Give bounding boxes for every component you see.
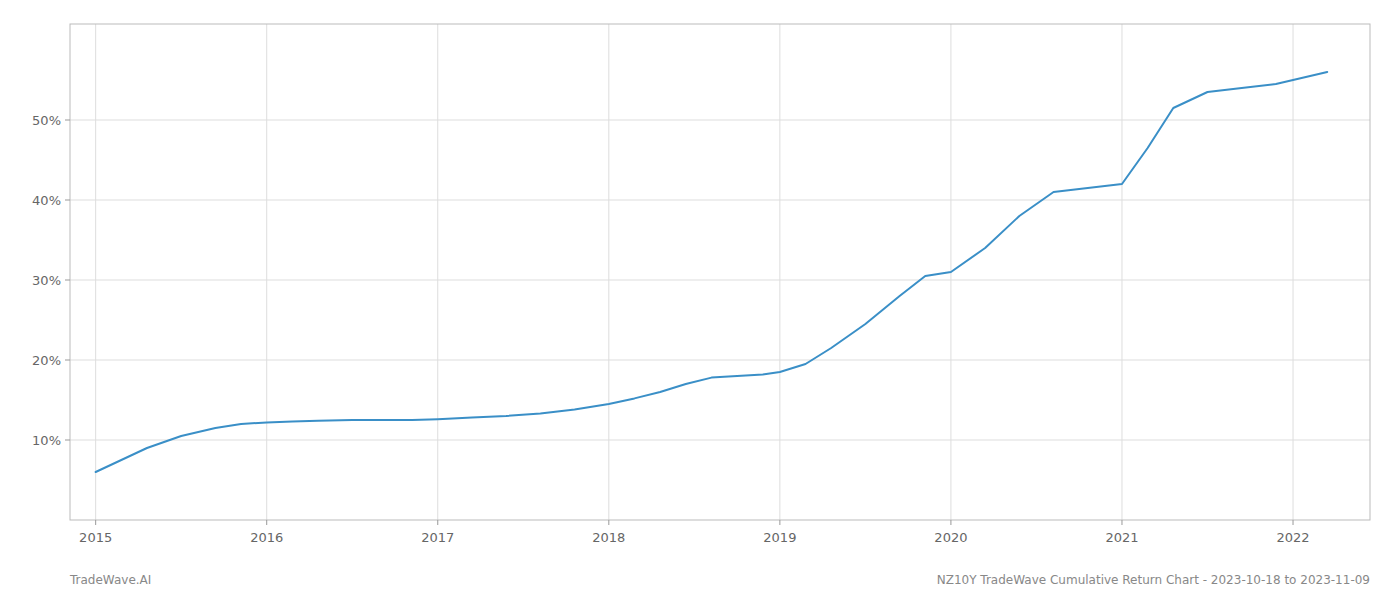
- x-grid-line: [437, 24, 438, 520]
- footer-right: NZ10Y TradeWave Cumulative Return Chart …: [937, 573, 1370, 587]
- x-tick-label: 2017: [421, 530, 454, 545]
- y-tick-label: 10%: [32, 433, 61, 448]
- x-grid-line: [266, 24, 267, 520]
- x-tick-label: 2015: [79, 530, 112, 545]
- page: {"chart_data": { "type": "line", "x": [2…: [0, 0, 1400, 600]
- x-tick-label: 2019: [763, 530, 796, 545]
- x-tick-label: 2020: [934, 530, 967, 545]
- x-grid-line: [1121, 24, 1122, 520]
- x-tick-label: 2016: [250, 530, 283, 545]
- y-tick: [65, 360, 70, 361]
- line: [96, 72, 1328, 472]
- x-tick: [266, 520, 267, 525]
- x-tick-label: 2022: [1276, 530, 1309, 545]
- footer-left: TradeWave.AI: [69, 573, 151, 587]
- y-tick: [65, 280, 70, 281]
- footer: TradeWave.AI NZ10Y TradeWave Cumulative R…: [69, 573, 1370, 587]
- y-tick: [65, 440, 70, 441]
- x-tick: [779, 520, 780, 525]
- x-tick: [950, 520, 951, 525]
- x-tick: [95, 520, 96, 525]
- x-tick-label: 2018: [592, 530, 625, 545]
- y-tick: [65, 200, 70, 201]
- y-tick-label: 20%: [32, 353, 61, 368]
- y-tick-label: 40%: [32, 193, 61, 208]
- x-grid-line: [95, 24, 96, 520]
- chart: 2015 2016 2017 2018 2019 2020 2021 2022 10% 20% 30…: [0, 0, 1400, 600]
- y-axis: 10% 20% 30% 40% 50%: [32, 113, 70, 448]
- x-axis: 2015 2016 2017 2018 2019 2020 2021 2022: [79, 520, 1309, 545]
- x-tick: [1121, 520, 1122, 525]
- x-grid-line: [779, 24, 780, 520]
- x-grid-line: [608, 24, 609, 520]
- y-grid-line: [70, 360, 1370, 361]
- x-grid-line: [1293, 24, 1294, 520]
- y-tick-label: 50%: [32, 113, 61, 128]
- x-tick: [608, 520, 609, 525]
- x-tick: [437, 520, 438, 525]
- y-tick: [65, 120, 70, 121]
- plot-data: [96, 72, 1328, 472]
- y-grid-line: [70, 120, 1370, 121]
- x-tick-label: 2021: [1105, 530, 1138, 545]
- y-grid-line: [70, 440, 1370, 441]
- grid: [70, 24, 1370, 520]
- plot-frame: [70, 24, 1370, 520]
- y-grid-line: [70, 280, 1370, 281]
- y-grid-line: [70, 200, 1370, 201]
- x-tick: [1293, 520, 1294, 525]
- y-tick-label: 30%: [32, 273, 61, 288]
